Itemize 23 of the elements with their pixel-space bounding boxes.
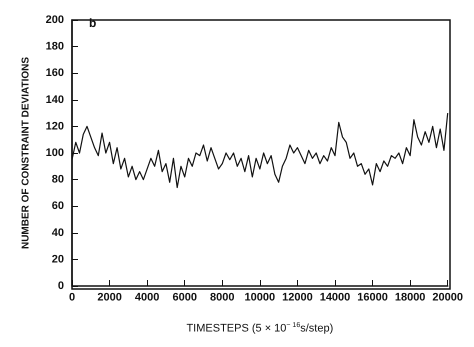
x-tick-label: 16000: [357, 292, 388, 304]
x-tick-label: 8000: [210, 292, 235, 304]
y-tick-label: 160: [46, 67, 64, 80]
y-axis-title: NUMBER OF CONSTRAINT DEVIATIONS: [20, 56, 32, 250]
x-tick-label: 12000: [282, 292, 313, 304]
x-tick-label: 2000: [97, 292, 122, 304]
x-tick-label: 10000: [244, 292, 276, 304]
y-tick-label: 100: [46, 147, 64, 159]
y-tick-label: 80: [52, 174, 64, 186]
y-tick-label: 0: [58, 280, 64, 292]
x-tick-label: 14000: [320, 292, 350, 304]
y-tick-label: 60: [52, 200, 64, 212]
y-tick-label: 180: [46, 40, 64, 53]
y-tick-label: 140: [46, 94, 64, 106]
y-tick-label: 200: [46, 14, 64, 26]
x-tick-label: 6000: [172, 292, 197, 304]
x-tick-label: 20000: [432, 292, 464, 304]
x-tick-label: 0: [68, 292, 76, 304]
x-tick-label: 4000: [134, 292, 160, 304]
y-tick-label: 120: [46, 120, 64, 132]
y-tick-label: 40: [52, 226, 64, 239]
x-tick-label: 18000: [394, 292, 426, 304]
y-tick-label: 20: [52, 253, 64, 266]
